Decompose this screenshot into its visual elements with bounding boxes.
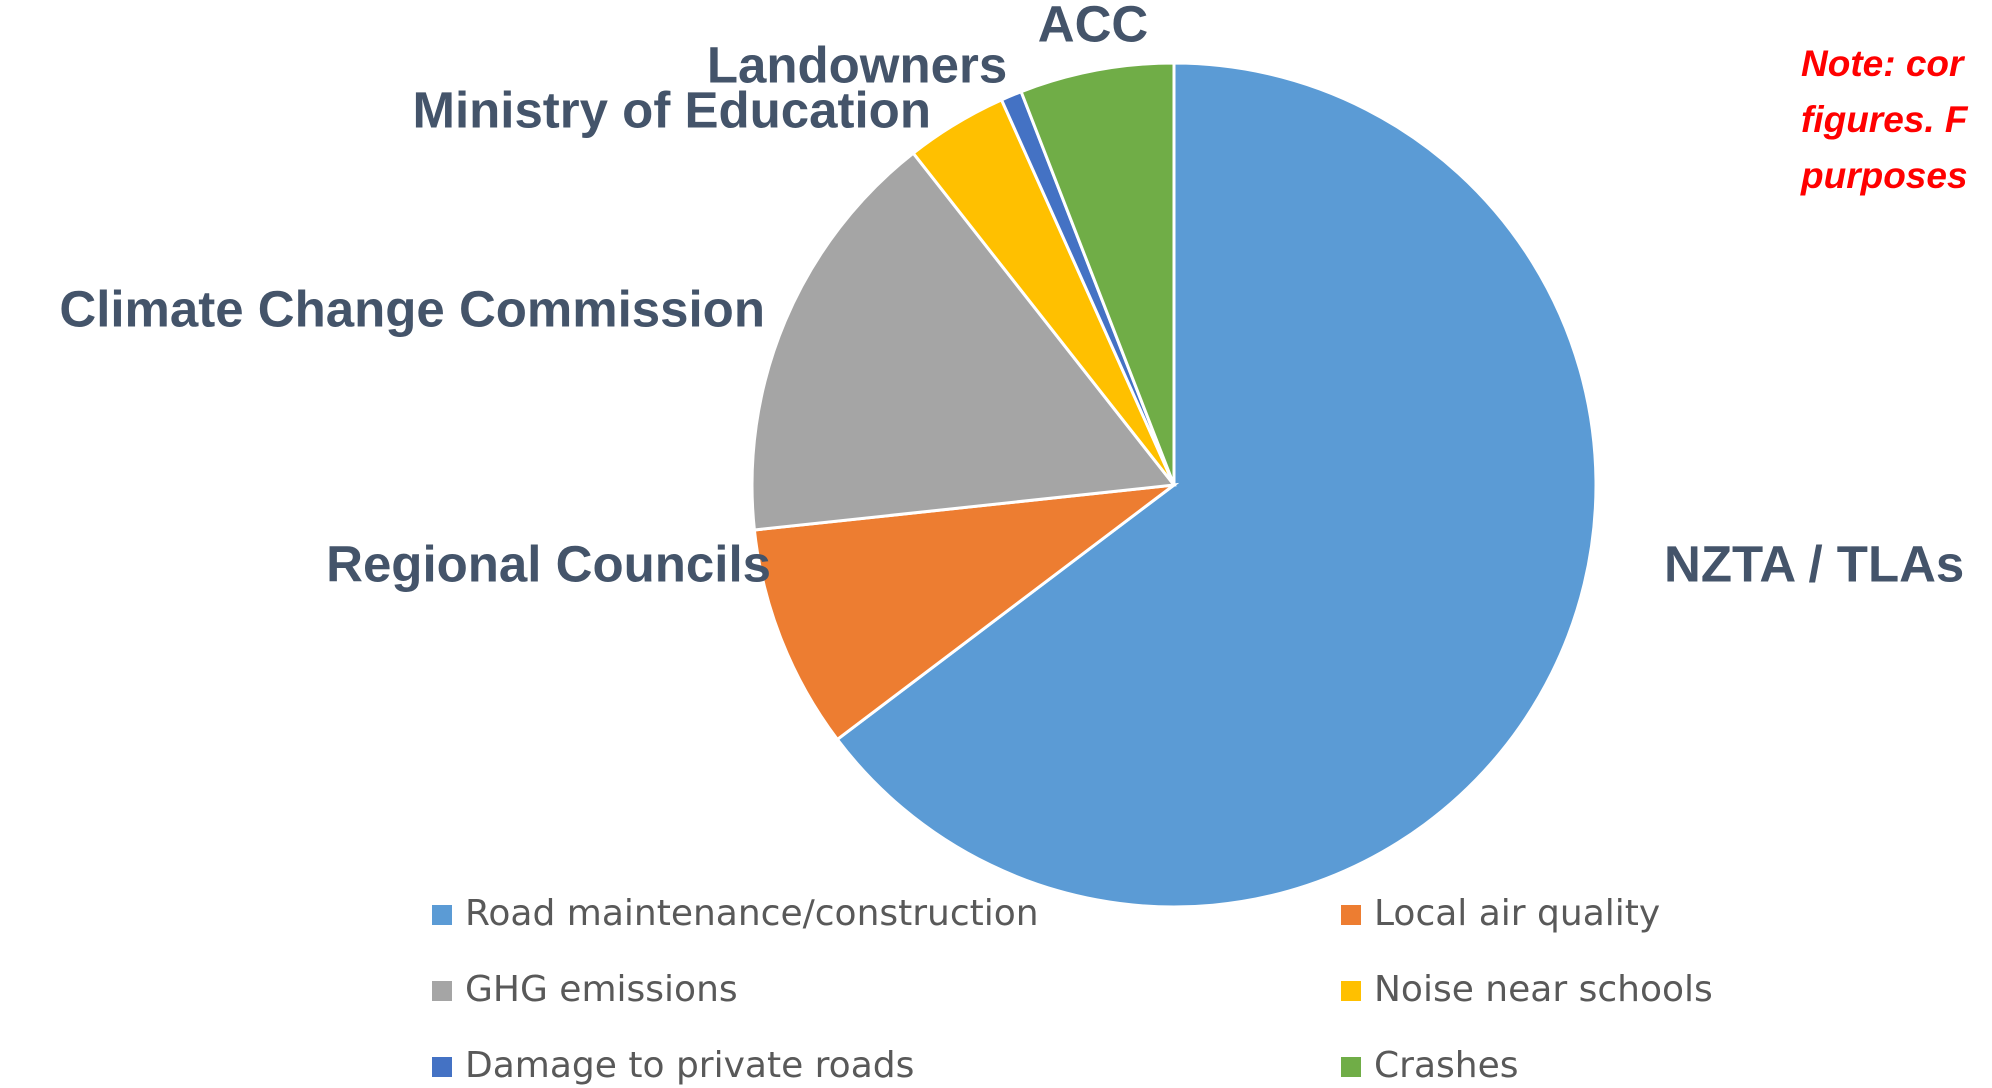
legend-swatch <box>432 981 452 1001</box>
legend-label: GHG emissions <box>465 969 738 1010</box>
slice-label: NZTA / TLAs <box>1664 535 1964 592</box>
legend-swatch <box>1341 981 1361 1001</box>
legend-label: Noise near schools <box>1374 969 1713 1010</box>
legend-label: Local air quality <box>1374 893 1660 934</box>
note: purposes <box>1800 155 1968 196</box>
note: Note: cor <box>1801 43 1966 84</box>
slice-label: ACC <box>1038 0 1149 52</box>
note: figures. F <box>1801 99 1969 140</box>
legend-label: Crashes <box>1374 1045 1518 1086</box>
slice-label: Climate Change Commission <box>59 280 765 337</box>
legend-label: Road maintenance/construction <box>465 893 1039 934</box>
legend-swatch <box>1341 905 1361 925</box>
legend-swatch <box>1341 1057 1361 1077</box>
slice-label: Ministry of Education <box>412 81 931 138</box>
legend-swatch <box>432 1057 452 1077</box>
slice-label: Landowners <box>707 36 1007 93</box>
pie-slice <box>1019 61 1176 486</box>
legend-label: Damage to private roads <box>465 1045 914 1086</box>
slice-label: Regional Councils <box>326 535 771 592</box>
pie-slice <box>835 61 1598 909</box>
legend-swatch <box>432 905 452 925</box>
pie-slice <box>750 151 1177 532</box>
pie-slice <box>752 482 1180 742</box>
